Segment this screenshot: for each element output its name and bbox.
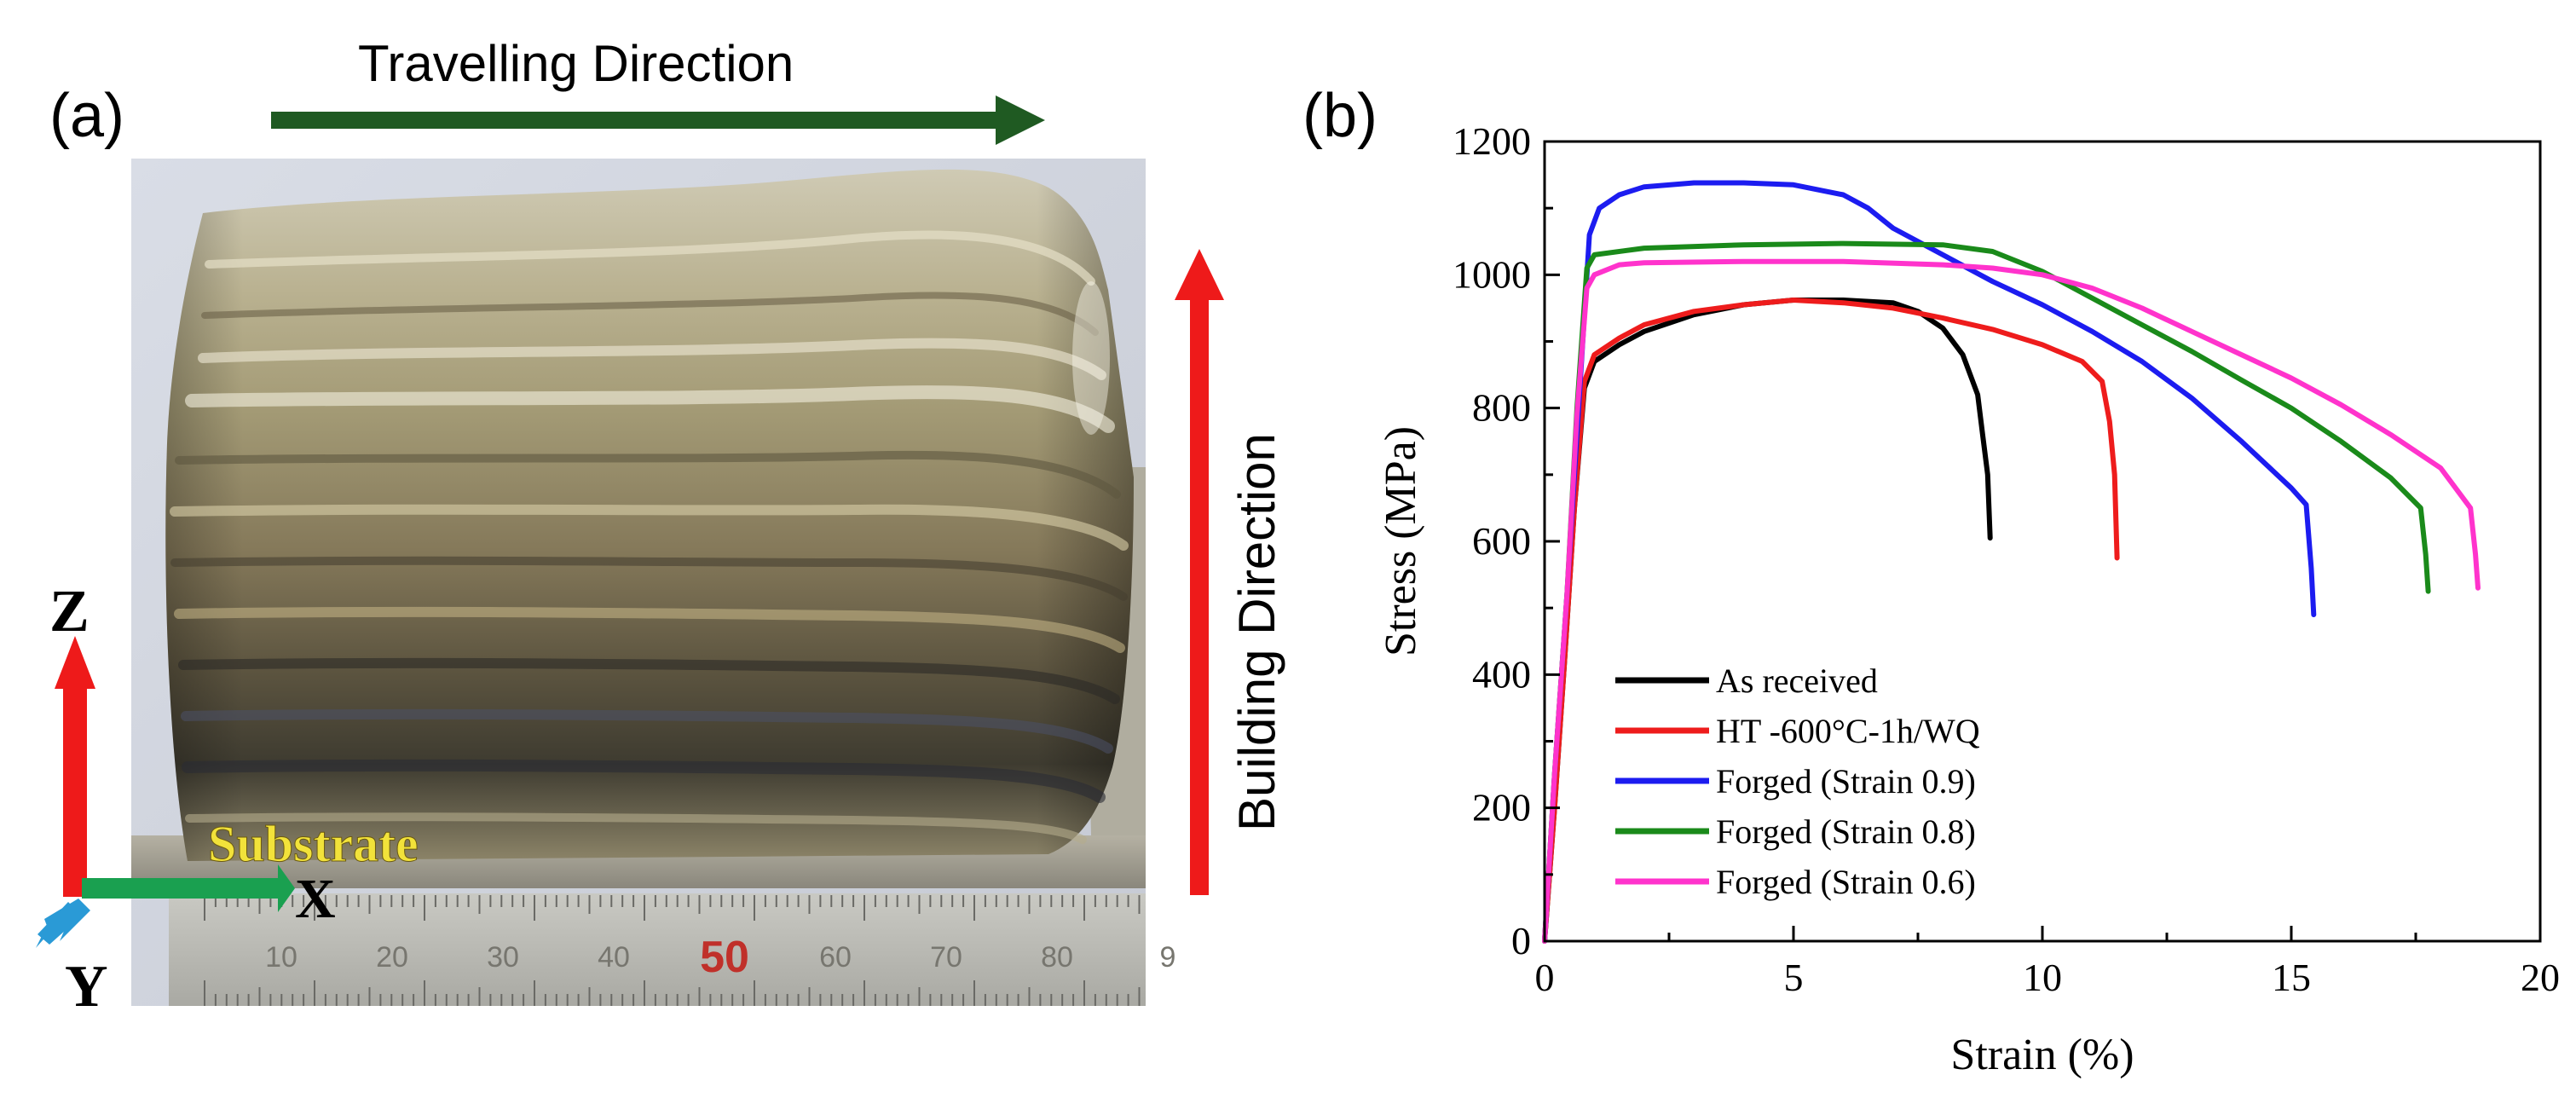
weld-layers bbox=[170, 230, 1129, 844]
series-line-2 bbox=[1542, 298, 2120, 944]
ruler-number: 30 bbox=[487, 941, 519, 974]
ruler-number: 20 bbox=[376, 941, 408, 974]
legend-label: Forged (Strain 0.8) bbox=[1716, 812, 1976, 851]
y-tick-label: 0 bbox=[1511, 919, 1531, 962]
travelling-direction-label: Travelling Direction bbox=[358, 35, 794, 92]
panel-a: (a) Travelling Direction bbox=[36, 35, 1285, 1020]
y-axis-label: Y bbox=[65, 954, 108, 1020]
series-line-5 bbox=[1542, 258, 2481, 944]
x-tick-label: 20 bbox=[2521, 956, 2560, 999]
y-tick-label: 1000 bbox=[1453, 252, 1531, 296]
x-axis-label: X bbox=[295, 868, 336, 930]
building-direction-label: Building Direction bbox=[1228, 433, 1285, 831]
x-tick-label: 15 bbox=[2272, 956, 2311, 999]
z-axis-arrow bbox=[55, 636, 95, 897]
y-tick-label: 200 bbox=[1472, 786, 1531, 829]
building-direction-arrow bbox=[1175, 249, 1224, 895]
y-axis-title: Stress (MPa) bbox=[1377, 426, 1425, 656]
series-line-3 bbox=[1542, 180, 2317, 944]
ruler-number: 60 bbox=[819, 941, 852, 974]
legend: As received HT -600°C-1h/WQ Forged (Strain… bbox=[1615, 662, 1980, 901]
x-axis-title: Strain (%) bbox=[1950, 1031, 2134, 1079]
ruler-number: 9 bbox=[1160, 941, 1176, 974]
ruler-number: 70 bbox=[930, 941, 962, 974]
z-axis-label: Z bbox=[49, 579, 90, 644]
x-tick-label: 10 bbox=[2023, 956, 2062, 999]
travelling-direction-arrow bbox=[271, 95, 1045, 145]
legend-label: Forged (Strain 0.6) bbox=[1716, 863, 1976, 901]
y-axis-arrow bbox=[36, 899, 90, 948]
ruler-number: 10 bbox=[265, 941, 297, 974]
legend-label: Forged (Strain 0.9) bbox=[1716, 762, 1976, 800]
ruler-number: 80 bbox=[1041, 941, 1073, 974]
y-tick-label: 800 bbox=[1472, 386, 1531, 430]
coordinate-axes: Z X Y Substrate bbox=[36, 579, 419, 1020]
series-lines bbox=[1542, 180, 2481, 944]
substrate-label: Substrate bbox=[208, 816, 419, 872]
ruler: 10 20 30 40 50 60 70 80 9 bbox=[169, 893, 1175, 1006]
y-tick-label: 400 bbox=[1472, 652, 1531, 696]
series-line-4 bbox=[1542, 240, 2431, 944]
x-axis-arrow bbox=[82, 864, 295, 912]
legend-label: As received bbox=[1716, 662, 1878, 700]
ruler-number: 40 bbox=[598, 941, 630, 974]
panel-b-label: (b) bbox=[1302, 82, 1378, 150]
axis-ticks bbox=[1543, 140, 2542, 943]
y-tick-label: 600 bbox=[1472, 519, 1531, 563]
y-tick-label: 1200 bbox=[1453, 119, 1531, 163]
panel-a-label: (a) bbox=[49, 82, 124, 150]
ruler-number: 50 bbox=[700, 933, 749, 982]
legend-label: HT -600°C-1h/WQ bbox=[1716, 712, 1980, 750]
x-tick-label: 5 bbox=[1784, 956, 1804, 999]
x-tick-label: 0 bbox=[1535, 956, 1555, 999]
